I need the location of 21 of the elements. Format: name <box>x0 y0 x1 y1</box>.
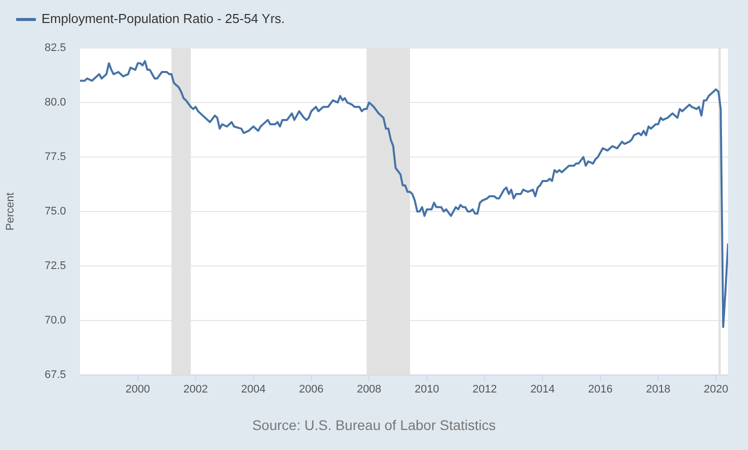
y-tick-label: 75.0 <box>44 206 66 218</box>
y-tick-label: 67.5 <box>44 369 66 382</box>
source-note: Source: U.S. Bureau of Labor Statistics <box>252 416 496 433</box>
x-tick-label: 2014 <box>530 384 555 396</box>
legend-label: Employment-Population Ratio - 25-54 Yrs. <box>42 11 285 26</box>
x-tick-label: 2020 <box>704 384 728 396</box>
x-tick-label: 2012 <box>472 384 497 396</box>
y-tick-label: 80.0 <box>44 96 66 109</box>
y-tick-label: 72.5 <box>44 260 66 272</box>
y-tick-label: 77.5 <box>44 151 66 164</box>
x-tick-label: 2018 <box>646 384 670 396</box>
x-tick-label: 2016 <box>588 384 613 396</box>
y-axis-title: Percent <box>4 192 17 230</box>
x-tick-label: 2000 <box>126 384 150 396</box>
x-tick-label: 2006 <box>299 384 324 396</box>
y-tick-label: 82.5 <box>44 42 66 54</box>
y-tick-label: 70.0 <box>44 314 66 327</box>
x-tick-label: 2010 <box>414 384 440 396</box>
x-tick-label: 2004 <box>241 384 266 396</box>
x-tick-label: 2008 <box>356 384 382 396</box>
x-tick-label: 2002 <box>183 384 208 396</box>
